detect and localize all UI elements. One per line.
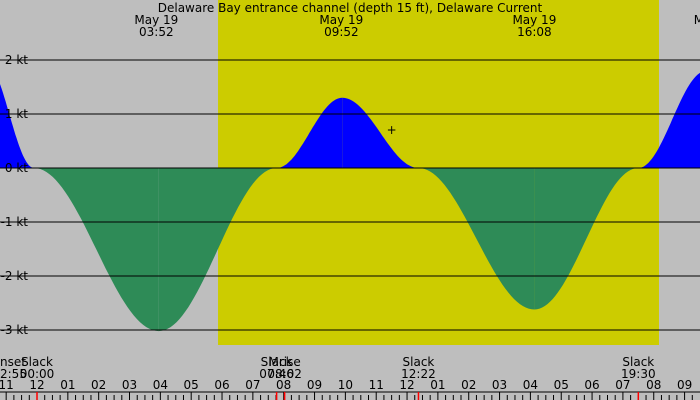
event-name-label: nset <box>0 355 26 369</box>
y-tick-label: -1 kt <box>1 215 29 229</box>
top-date-label: May <box>694 13 700 27</box>
event-time-label: 07:46 <box>259 367 294 381</box>
event-time-label: 12:22 <box>401 367 436 381</box>
event-name-label: Slack <box>622 355 654 369</box>
x-tick-label: 01 <box>60 378 75 392</box>
x-tick-label: 05 <box>554 378 569 392</box>
bottom-event-labels: nset2:55Slack00:00Slack07:46Mrise08:02Sl… <box>0 355 656 400</box>
chart-title: Delaware Bay entrance channel (depth 15 … <box>158 1 543 15</box>
current-marker: + <box>387 123 397 137</box>
top-date-label: May 19 <box>319 13 363 27</box>
event-time-label: 19:30 <box>621 367 656 381</box>
ebb-current-area <box>418 168 535 310</box>
x-tick-label: 12 <box>399 378 414 392</box>
x-tick-label: 02 <box>91 378 106 392</box>
current-time-marker: + <box>387 123 397 137</box>
gridlines <box>0 59 700 331</box>
x-tick-label: 04 <box>523 378 538 392</box>
ebb-current-area <box>534 168 639 310</box>
top-date-label: May 19 <box>134 13 178 27</box>
x-tick-label: 10 <box>338 378 353 392</box>
x-tick-label: 02 <box>461 378 476 392</box>
ebb-current-area <box>158 168 277 332</box>
y-tick-label: -2 kt <box>1 269 29 283</box>
top-date-label: May 19 <box>512 13 556 27</box>
flood-current-area <box>638 72 700 168</box>
x-tick-label: 11 <box>0 378 14 392</box>
flood-current-area <box>342 97 419 168</box>
x-tick-label: 06 <box>584 378 599 392</box>
y-axis-labels: 2 kt 1 kt 0 kt -1 kt -2 kt -3 kt <box>1 53 29 337</box>
x-tick-label: 12 <box>29 378 44 392</box>
x-tick-label: 09 <box>677 378 692 392</box>
x-tick-label: 08 <box>276 378 291 392</box>
x-tick-label: 09 <box>307 378 322 392</box>
y-tick-label: 1 kt <box>5 107 28 121</box>
x-tick-label: 11 <box>369 378 384 392</box>
x-tick-label: 03 <box>122 378 137 392</box>
top-time-label: 03:52 <box>139 25 174 39</box>
x-tick-label: 07 <box>245 378 260 392</box>
event-name-label: Slack <box>21 355 53 369</box>
event-name-label: Slack <box>403 355 435 369</box>
event-time-label: 2:55 <box>0 367 27 381</box>
x-tick-label: 05 <box>184 378 199 392</box>
ebb-current-area <box>33 168 159 332</box>
top-time-label: 09:52 <box>324 25 359 39</box>
x-tick-label: 01 <box>430 378 445 392</box>
flood-current-area <box>276 97 343 168</box>
x-tick-label: 08 <box>646 378 661 392</box>
x-tick-label: 06 <box>214 378 229 392</box>
top-time-label: 16:08 <box>517 25 552 39</box>
x-tick-label: 03 <box>492 378 507 392</box>
y-tick-label: 2 kt <box>5 53 28 67</box>
event-name-label: Mrise <box>268 355 300 369</box>
event-time-label: 08:02 <box>267 367 302 381</box>
current-areas <box>0 72 700 332</box>
event-name-label: Slack <box>261 355 293 369</box>
y-tick-label: 0 kt <box>5 161 28 175</box>
x-tick-label: 04 <box>153 378 168 392</box>
event-time-label: 00:00 <box>20 367 55 381</box>
x-tick-label: 07 <box>615 378 630 392</box>
y-tick-label: -3 kt <box>1 323 29 337</box>
flood-current-area <box>0 84 34 168</box>
x-axis: 11 12 01 02 03 04 05 06 07 08 09 10 11 12 01 02 03 04 05 06… <box>0 378 700 400</box>
